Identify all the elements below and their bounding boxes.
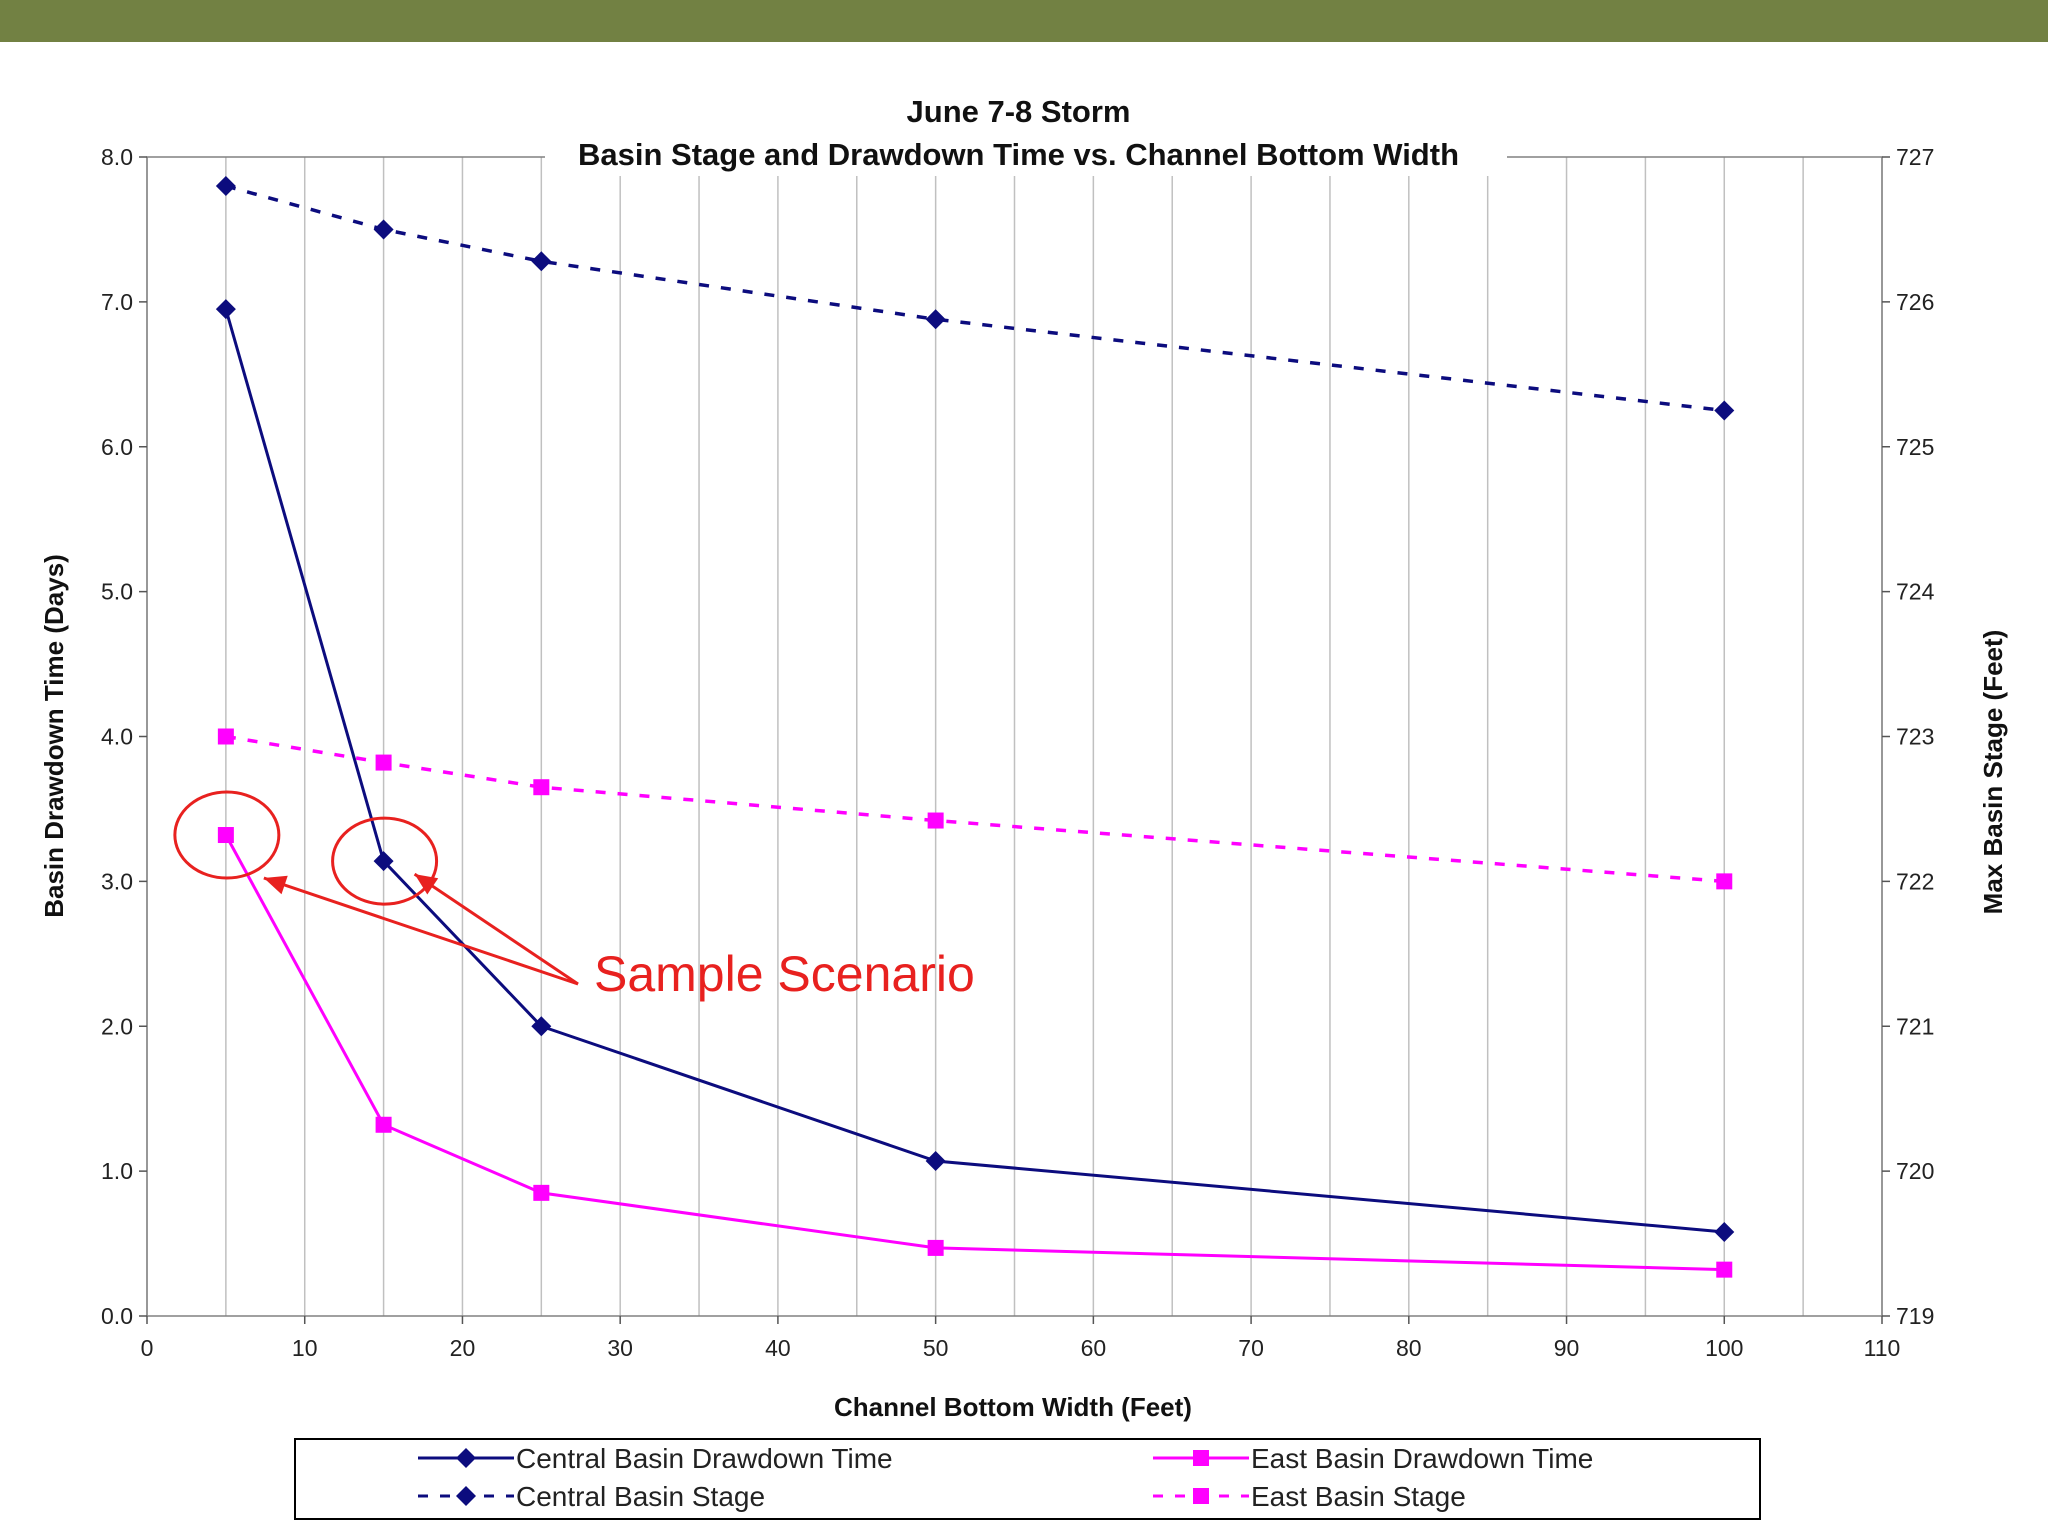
x-tick-label: 100 bbox=[1705, 1335, 1743, 1361]
legend-swatch-marker bbox=[456, 1486, 476, 1506]
y2-tick-label: 726 bbox=[1896, 289, 1934, 315]
x-tick-label: 70 bbox=[1238, 1335, 1264, 1361]
series-east-basin-drawdown-time bbox=[217, 827, 1733, 1278]
data-point bbox=[533, 779, 550, 796]
x-tick-label: 80 bbox=[1396, 1335, 1422, 1361]
chart-subtitle: Basin Stage and Drawdown Time vs. Channe… bbox=[578, 137, 1459, 172]
y-tick-label: 1.0 bbox=[101, 1158, 133, 1184]
x-tick-label: 110 bbox=[1864, 1335, 1901, 1361]
legend-item: Central Basin Drawdown Time bbox=[418, 1443, 893, 1474]
data-point bbox=[215, 299, 236, 320]
annotation-arrowhead bbox=[263, 875, 288, 895]
series-line bbox=[224, 308, 1725, 1234]
series-east-basin-stage bbox=[217, 728, 1733, 890]
x-axis-title: Channel Bottom Width (Feet) bbox=[834, 1392, 1192, 1422]
data-point bbox=[925, 1150, 946, 1171]
y-tick-label: 2.0 bbox=[101, 1013, 133, 1039]
data-point bbox=[1714, 400, 1735, 421]
legend-item: East Basin Stage bbox=[1153, 1481, 1466, 1512]
axes: 0 10 20 30 40 50 60 70 80 90 100 110 0.0 1.0 2.0 3.0 4.0… bbox=[101, 144, 1935, 1361]
annotation-circle bbox=[331, 816, 439, 906]
y-tick-label: 4.0 bbox=[101, 724, 133, 750]
data-point bbox=[217, 827, 234, 844]
y2-tick-label: 722 bbox=[1896, 868, 1934, 894]
y-axis-title: Basin Drawdown Time (Days) bbox=[39, 554, 69, 918]
legend-swatch-marker bbox=[456, 1448, 476, 1468]
y2-tick-label: 721 bbox=[1896, 1013, 1934, 1039]
legend-label: East Basin Stage bbox=[1251, 1481, 1466, 1512]
grid bbox=[146, 157, 1883, 1316]
data-point bbox=[1716, 873, 1733, 890]
y-tick-label: 7.0 bbox=[101, 289, 133, 315]
y-tick-label: 5.0 bbox=[101, 579, 133, 605]
x-tick-label: 20 bbox=[450, 1335, 476, 1361]
x-tick-label: 60 bbox=[1081, 1335, 1107, 1361]
series bbox=[215, 175, 1735, 1278]
annotation-arrow bbox=[263, 876, 579, 986]
series-central-basin-stage bbox=[215, 175, 1735, 421]
x-tick-label: 10 bbox=[292, 1335, 318, 1361]
legend-item: East Basin Drawdown Time bbox=[1153, 1443, 1593, 1474]
title-background bbox=[545, 134, 1507, 176]
series-central-basin-drawdown-time bbox=[215, 299, 1735, 1242]
legend-label: Central Basin Stage bbox=[516, 1481, 765, 1512]
series-line bbox=[225, 184, 1725, 413]
data-point bbox=[373, 851, 394, 872]
data-point bbox=[531, 1016, 552, 1037]
series-line bbox=[224, 834, 1725, 1272]
data-point bbox=[533, 1184, 550, 1201]
series-line bbox=[225, 734, 1725, 884]
y-tick-label: 6.0 bbox=[101, 434, 133, 460]
data-point bbox=[531, 251, 552, 272]
legend-swatch-marker bbox=[1193, 1488, 1209, 1504]
y2-tick-label: 727 bbox=[1896, 144, 1934, 170]
chart-title: June 7-8 Storm bbox=[907, 94, 1131, 129]
annotation: Sample Scenario bbox=[173, 790, 975, 1002]
data-point bbox=[375, 754, 392, 771]
legend-item: Central Basin Stage bbox=[418, 1481, 765, 1512]
y2-tick-label: 719 bbox=[1896, 1303, 1934, 1329]
x-tick-label: 30 bbox=[607, 1335, 633, 1361]
y2-tick-label: 723 bbox=[1896, 724, 1934, 750]
data-point bbox=[217, 728, 234, 745]
y2-tick-label: 725 bbox=[1896, 434, 1934, 460]
legend-box bbox=[294, 1438, 1761, 1520]
y2-axis-title: Max Basin Stage (Feet) bbox=[1978, 630, 2008, 915]
x-tick-label: 0 bbox=[141, 1335, 154, 1361]
y2-tick-label: 724 bbox=[1896, 579, 1935, 605]
data-point bbox=[925, 309, 946, 330]
annotation-arrow bbox=[413, 872, 579, 986]
data-point bbox=[375, 1116, 392, 1133]
annotation-arrowhead bbox=[414, 874, 439, 895]
y2-tick-label: 720 bbox=[1896, 1158, 1934, 1184]
y-tick-label: 0.0 bbox=[101, 1303, 133, 1329]
y-tick-label: 8.0 bbox=[101, 144, 133, 170]
annotation-circle bbox=[173, 790, 281, 880]
data-point bbox=[215, 175, 236, 196]
x-tick-label: 90 bbox=[1554, 1335, 1580, 1361]
top-banner bbox=[0, 0, 2048, 42]
x-tick-label: 50 bbox=[923, 1335, 949, 1361]
data-point bbox=[373, 219, 394, 240]
data-point bbox=[927, 812, 944, 829]
y-tick-label: 3.0 bbox=[101, 868, 133, 894]
legend-label: Central Basin Drawdown Time bbox=[516, 1443, 893, 1474]
x-tick-label: 40 bbox=[765, 1335, 791, 1361]
data-point bbox=[1714, 1221, 1735, 1242]
legend-label: East Basin Drawdown Time bbox=[1251, 1443, 1593, 1474]
legend-swatch-marker bbox=[1193, 1450, 1209, 1466]
annotation-label: Sample Scenario bbox=[594, 946, 975, 1002]
data-point bbox=[927, 1239, 944, 1256]
legend: Central Basin Drawdown Time East Basin Dr… bbox=[294, 1438, 1761, 1520]
data-point bbox=[1716, 1261, 1733, 1278]
